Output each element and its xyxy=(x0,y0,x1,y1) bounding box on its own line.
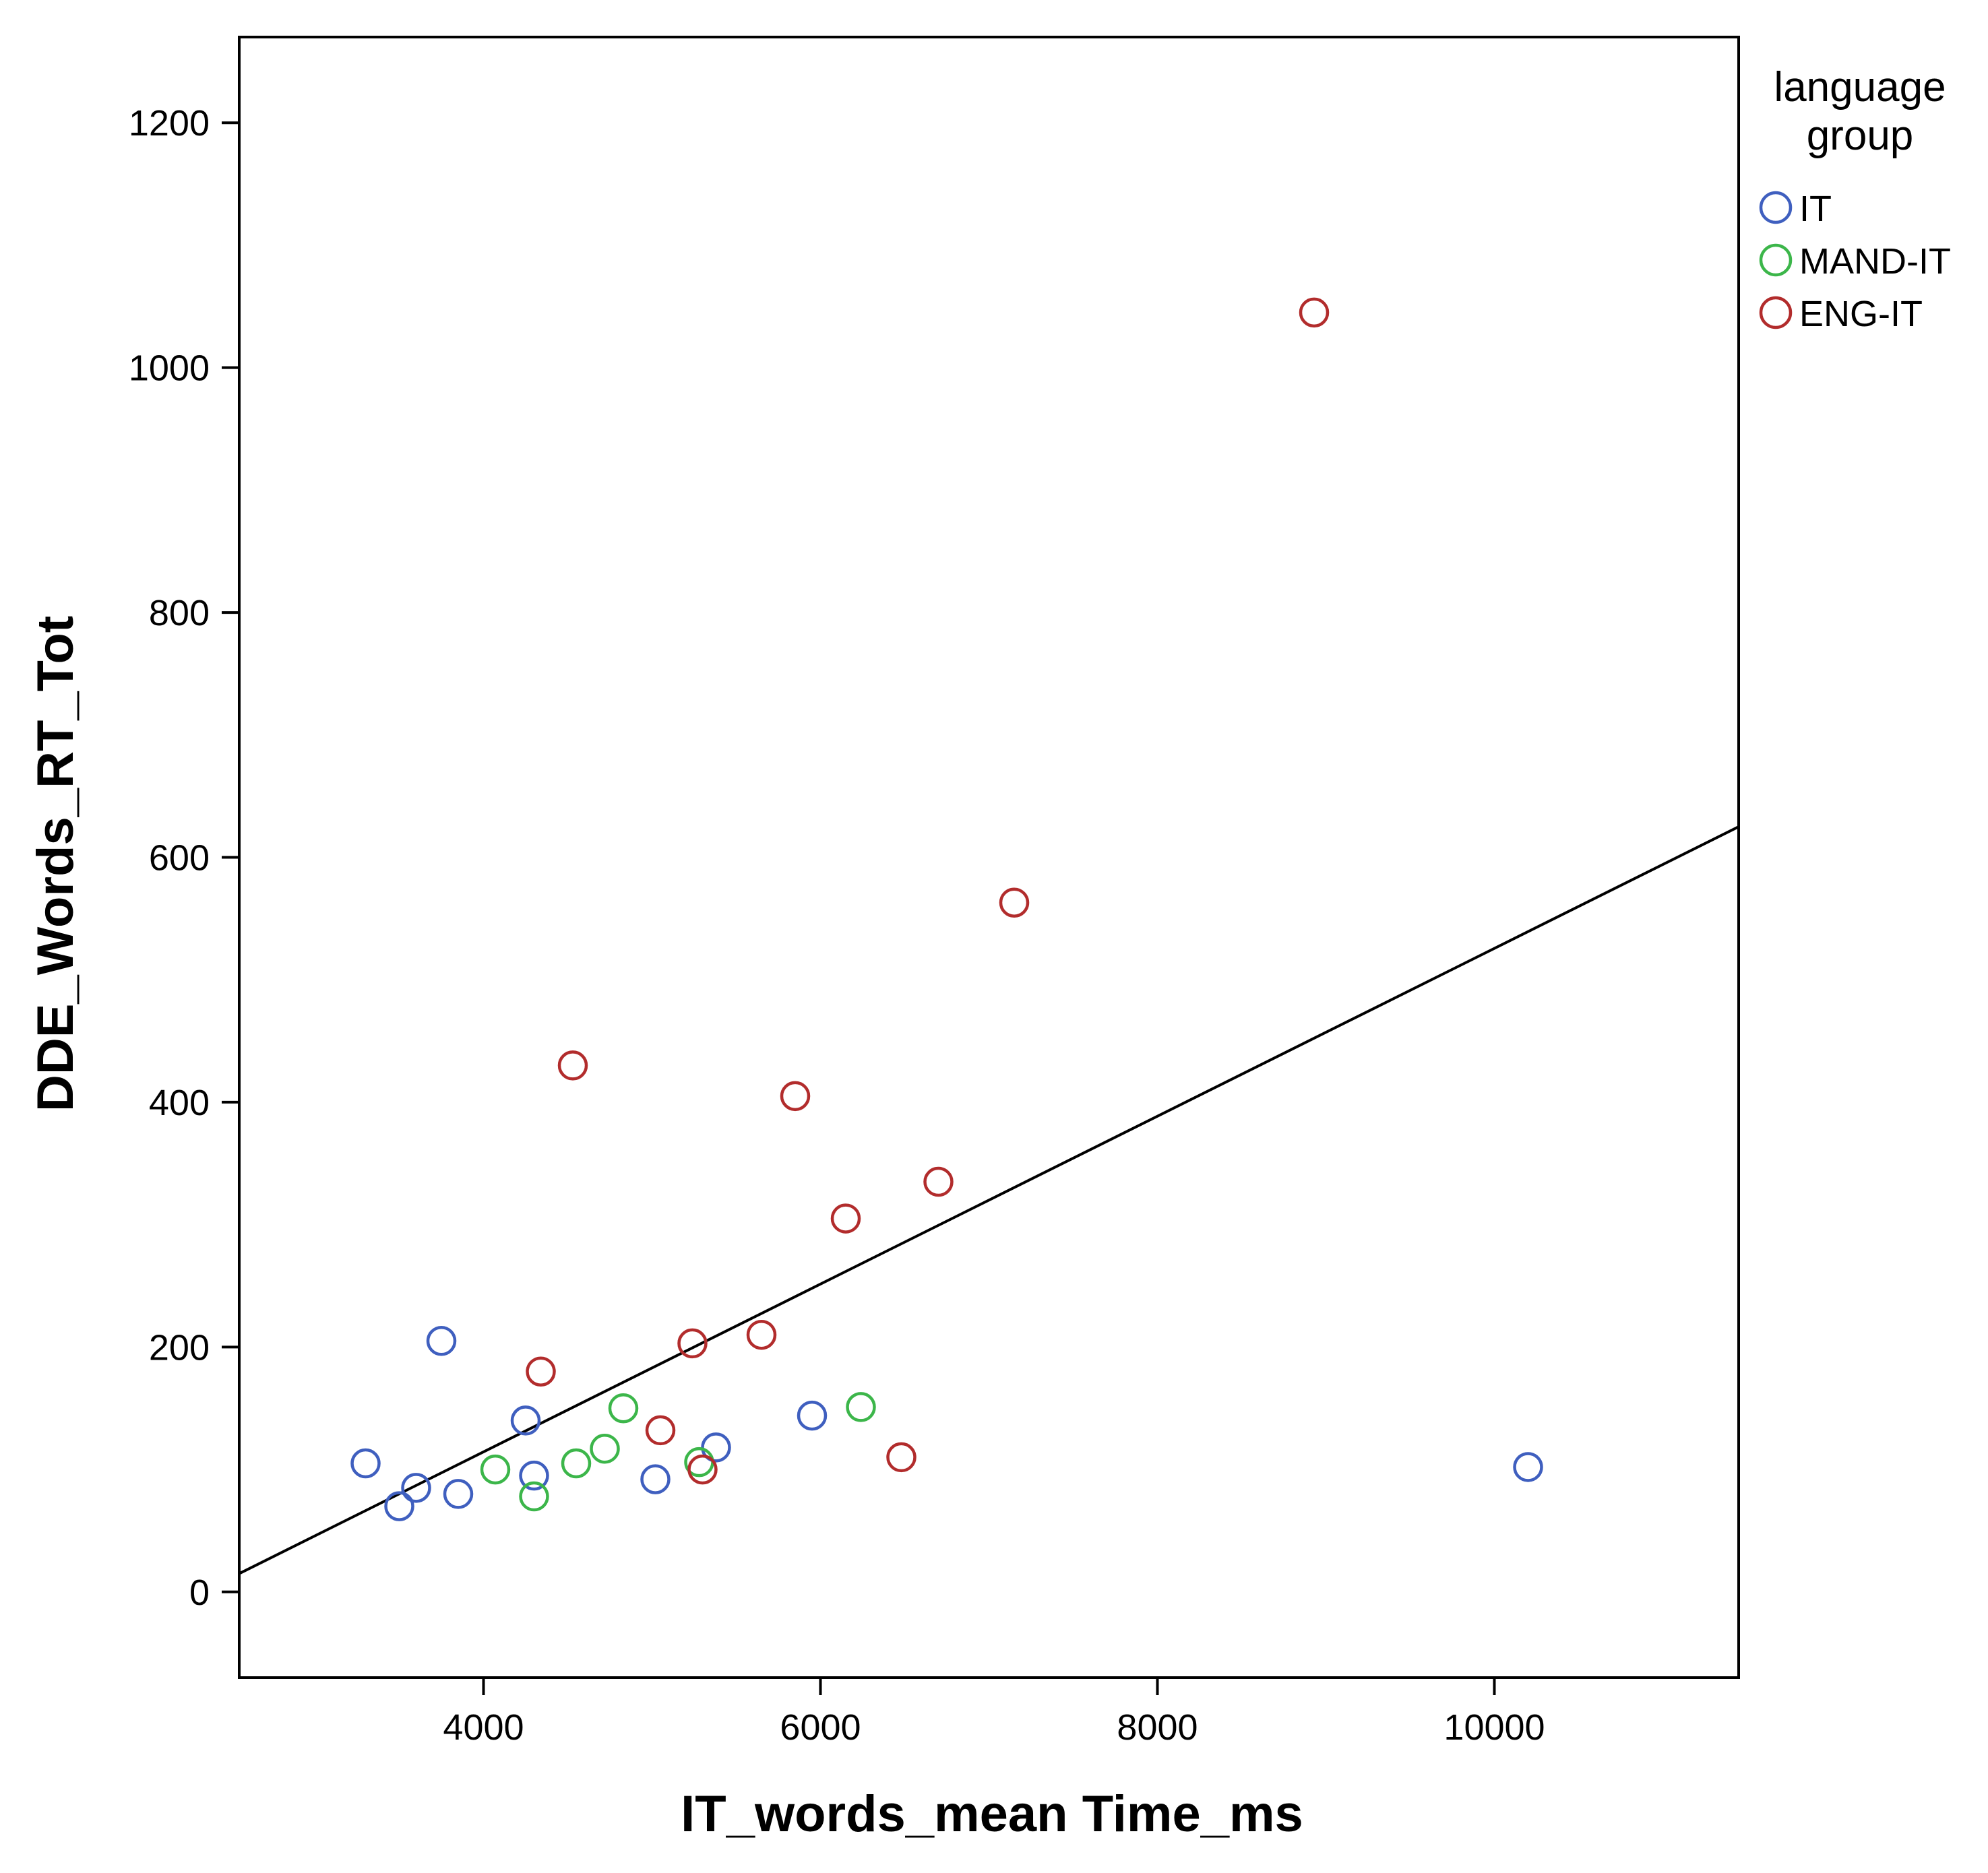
y-axis-title: DDE_Words_RT_Tot xyxy=(27,616,84,1112)
data-point xyxy=(830,1203,861,1234)
x-tick-label: 4000 xyxy=(443,1707,524,1748)
data-point xyxy=(350,1448,381,1479)
data-point xyxy=(480,1454,511,1485)
legend-item: IT xyxy=(1759,189,1832,229)
data-point xyxy=(640,1464,671,1494)
data-point xyxy=(1513,1452,1543,1482)
series-it xyxy=(350,1326,1543,1521)
data-point xyxy=(999,887,1030,918)
y-tick-label: 600 xyxy=(149,838,210,879)
data-point xyxy=(519,1481,549,1512)
data-point xyxy=(443,1479,474,1509)
data-point xyxy=(608,1393,639,1424)
data-point xyxy=(557,1050,588,1081)
plot-area xyxy=(239,297,1739,1575)
y-tick-label: 0 xyxy=(189,1573,210,1613)
data-point xyxy=(846,1392,876,1422)
y-tick-label: 400 xyxy=(149,1083,210,1123)
regression-line xyxy=(239,825,1739,1575)
y-tick-label: 1000 xyxy=(129,348,210,389)
data-point xyxy=(797,1400,828,1431)
data-point xyxy=(401,1473,431,1503)
y-tick-label: 1200 xyxy=(129,103,210,144)
data-point xyxy=(645,1415,676,1446)
data-point xyxy=(1299,297,1330,328)
data-point xyxy=(384,1491,414,1521)
legend-marker xyxy=(1759,191,1793,224)
legend-marker xyxy=(1759,296,1793,329)
series-mand-it xyxy=(480,1392,876,1512)
plot-frame xyxy=(238,36,1740,1679)
legend-marker xyxy=(1759,243,1793,277)
legend-label: MAND-IT xyxy=(1799,241,1951,282)
data-point xyxy=(923,1166,954,1197)
legend-label: IT xyxy=(1799,189,1832,229)
series-eng-it xyxy=(526,297,1330,1485)
data-point xyxy=(590,1433,620,1464)
data-point xyxy=(687,1454,718,1485)
x-axis-title: IT_words_mean Time_ms xyxy=(681,1785,1303,1843)
legend-title: language xyxy=(1774,64,1946,110)
data-point xyxy=(886,1442,917,1473)
data-point xyxy=(677,1328,708,1359)
data-point xyxy=(701,1432,731,1463)
legend-title: group xyxy=(1807,113,1914,159)
data-point xyxy=(780,1081,811,1112)
x-tick-label: 10000 xyxy=(1443,1707,1545,1748)
data-point xyxy=(746,1319,777,1350)
y-tick-label: 800 xyxy=(149,593,210,633)
data-point xyxy=(426,1326,457,1356)
legend-label: ENG-IT xyxy=(1799,294,1923,334)
data-point xyxy=(561,1448,592,1479)
data-point xyxy=(526,1356,556,1387)
legend-item: ENG-IT xyxy=(1759,294,1923,334)
data-point xyxy=(519,1460,549,1491)
x-tick-label: 6000 xyxy=(780,1707,861,1748)
data-point xyxy=(510,1405,541,1436)
y-tick-label: 200 xyxy=(149,1327,210,1368)
legend-item: MAND-IT xyxy=(1759,241,1951,282)
x-tick-label: 8000 xyxy=(1117,1707,1198,1748)
axes: 0 200 400 600 800 1000 1200 4000 6000 8000 10000 xyxy=(129,36,1740,1748)
